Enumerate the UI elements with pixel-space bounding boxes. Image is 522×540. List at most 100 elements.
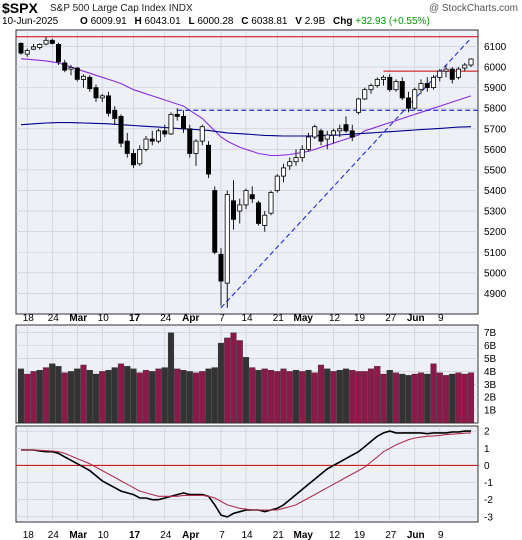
price-candle	[293, 157, 299, 163]
price-candle	[374, 78, 380, 86]
x-axis-label-top: 17	[129, 313, 141, 324]
price-candle	[399, 81, 405, 99]
volume-bar	[180, 369, 187, 424]
price-candle	[74, 67, 80, 80]
volume-bar	[42, 367, 50, 424]
volume-bar	[324, 368, 331, 424]
price-candle	[56, 44, 62, 63]
x-axis-label-top: 12	[329, 313, 341, 324]
price-tick-label: 5200	[484, 227, 507, 238]
volume-bar	[386, 369, 393, 424]
price-candle	[330, 130, 336, 136]
high-label: H	[134, 16, 142, 27]
volume-bar	[199, 371, 206, 424]
volume-bar	[167, 332, 175, 424]
price-candle	[412, 89, 418, 109]
price-candle	[287, 161, 293, 167]
volume-label: V	[295, 16, 302, 27]
x-axis-label-top: Apr	[182, 313, 199, 324]
x-axis-label-bottom: 19	[354, 530, 366, 540]
price-candle	[193, 140, 199, 154]
ticker-symbol: $SPX	[2, 0, 38, 16]
volume-bar	[242, 357, 250, 424]
osc-tick-label: 0	[484, 461, 490, 472]
price-tick-label: 5800	[484, 104, 507, 115]
price-candle	[237, 204, 243, 212]
volume-bar	[255, 369, 262, 424]
osc-tick-label: -2	[484, 495, 493, 506]
volume-bar	[99, 371, 106, 424]
price-candle	[380, 76, 386, 80]
volume-value: 2.9B	[304, 16, 326, 27]
volume-bar	[349, 369, 356, 424]
price-candle	[68, 67, 74, 70]
price-candle	[81, 75, 87, 80]
volume-bar	[49, 363, 56, 424]
price-candle	[212, 190, 218, 253]
price-candle	[43, 39, 49, 45]
volume-bar	[217, 342, 225, 424]
long-moving-average-line	[20, 122, 472, 137]
x-axis-label-top: May	[294, 313, 314, 324]
index-name: S&P 500 Large Cap Index INDX	[50, 3, 193, 14]
price-candle	[393, 81, 399, 91]
volume-bar	[411, 373, 418, 424]
price-candle	[443, 68, 449, 72]
volume-bar	[436, 372, 443, 424]
volume-tick-label: 4B	[484, 367, 497, 378]
volume-bar	[392, 372, 400, 424]
price-candle	[24, 50, 30, 55]
price-candle	[305, 136, 311, 150]
volume-bar	[355, 371, 362, 424]
price-candle	[49, 39, 55, 44]
volume-bar	[161, 367, 168, 424]
price-candle	[280, 167, 286, 177]
quote-line: 10-Jun-2025 O 6009.91 H 6043.01 L 6000.2…	[0, 16, 522, 29]
price-candle	[262, 214, 268, 226]
price-candle	[168, 113, 174, 135]
price-candle	[174, 113, 180, 117]
volume-bar	[449, 373, 456, 424]
high-value: 6043.01	[144, 16, 181, 27]
volume-bar	[280, 368, 287, 424]
price-candle	[106, 95, 112, 114]
price-candle	[418, 83, 424, 91]
price-candle	[368, 85, 374, 91]
volume-bar	[130, 368, 137, 424]
change-label: Chg	[333, 16, 353, 27]
volume-bar	[224, 337, 231, 424]
volume-bar	[455, 372, 462, 424]
price-candle	[424, 83, 430, 89]
price-candle	[268, 192, 274, 214]
volume-bar	[361, 371, 368, 424]
volume-bar	[405, 375, 412, 424]
price-candle	[455, 68, 461, 78]
volume-bar	[117, 363, 125, 424]
price-tick-label: 5000	[484, 268, 507, 279]
price-candle	[155, 130, 161, 142]
oscillator-layer: -3 -2 -1 0 1 2	[16, 426, 493, 523]
price-tick-label: 6100	[484, 42, 507, 53]
x-axis-label-bottom: 27	[385, 530, 397, 540]
volume-bar	[467, 372, 475, 424]
volume-bar	[380, 373, 387, 424]
price-candle	[18, 42, 24, 54]
volume-bar	[92, 373, 100, 424]
price-candle	[343, 124, 349, 132]
price-candle	[299, 148, 305, 158]
x-axis-label-bottom: Mar	[69, 530, 87, 540]
price-candle	[224, 194, 230, 284]
price-candle	[187, 128, 193, 154]
osc-tick-label: -1	[484, 478, 493, 489]
volume-bar	[155, 368, 162, 424]
volume-tick-label: 2B	[484, 393, 497, 404]
low-label: L	[188, 16, 195, 27]
price-candle	[243, 190, 249, 206]
price-candle	[37, 44, 43, 48]
volume-layer: 1B 2B 3B 4B 5B 6B 7B	[16, 325, 497, 424]
price-candle	[218, 253, 224, 282]
volume-tick-label: 3B	[484, 380, 497, 391]
volume-bar	[424, 373, 431, 424]
price-candle	[449, 68, 455, 80]
price-panel	[15, 29, 479, 315]
